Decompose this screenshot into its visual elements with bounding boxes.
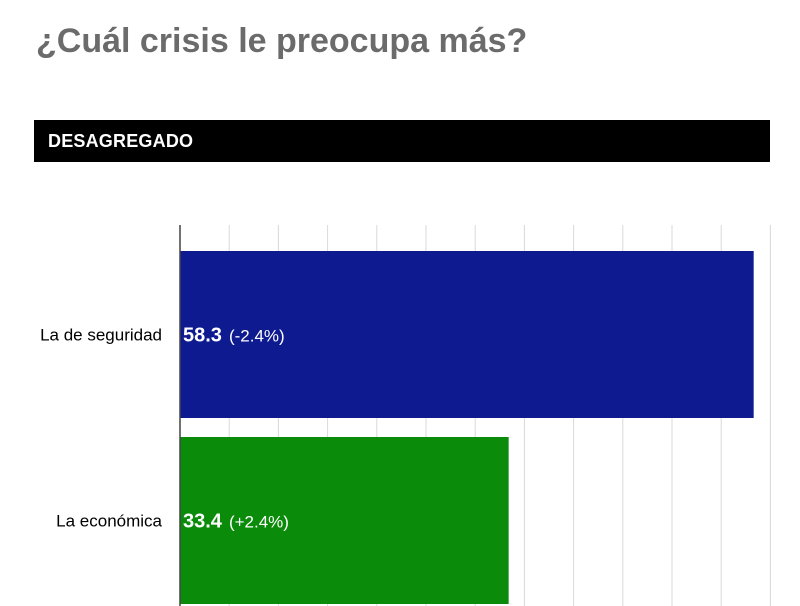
- data-label: 33.4 (+2.4%): [183, 511, 289, 533]
- chart-title: ¿Cuál crisis le preocupa más?: [36, 22, 528, 60]
- bar-seguridad: [180, 251, 754, 418]
- data-label-value: 58.3: [183, 325, 222, 347]
- data-label-value: 33.4: [183, 511, 223, 533]
- data-label-change: (+2.4%): [229, 513, 289, 532]
- chart-bars: [180, 251, 754, 604]
- chart-labels: La de seguridad 58.3 (-2.4%) La económica 33…: [40, 325, 289, 533]
- category-label: La económica: [56, 512, 162, 531]
- section-banner-label: DESAGREGADO: [48, 131, 194, 151]
- data-label-change: (-2.4%): [229, 327, 285, 346]
- section-banner: DESAGREGADO: [34, 120, 770, 162]
- category-label: La de seguridad: [40, 326, 162, 345]
- bar-economica: [180, 437, 509, 604]
- data-label: 58.3 (-2.4%): [183, 325, 285, 347]
